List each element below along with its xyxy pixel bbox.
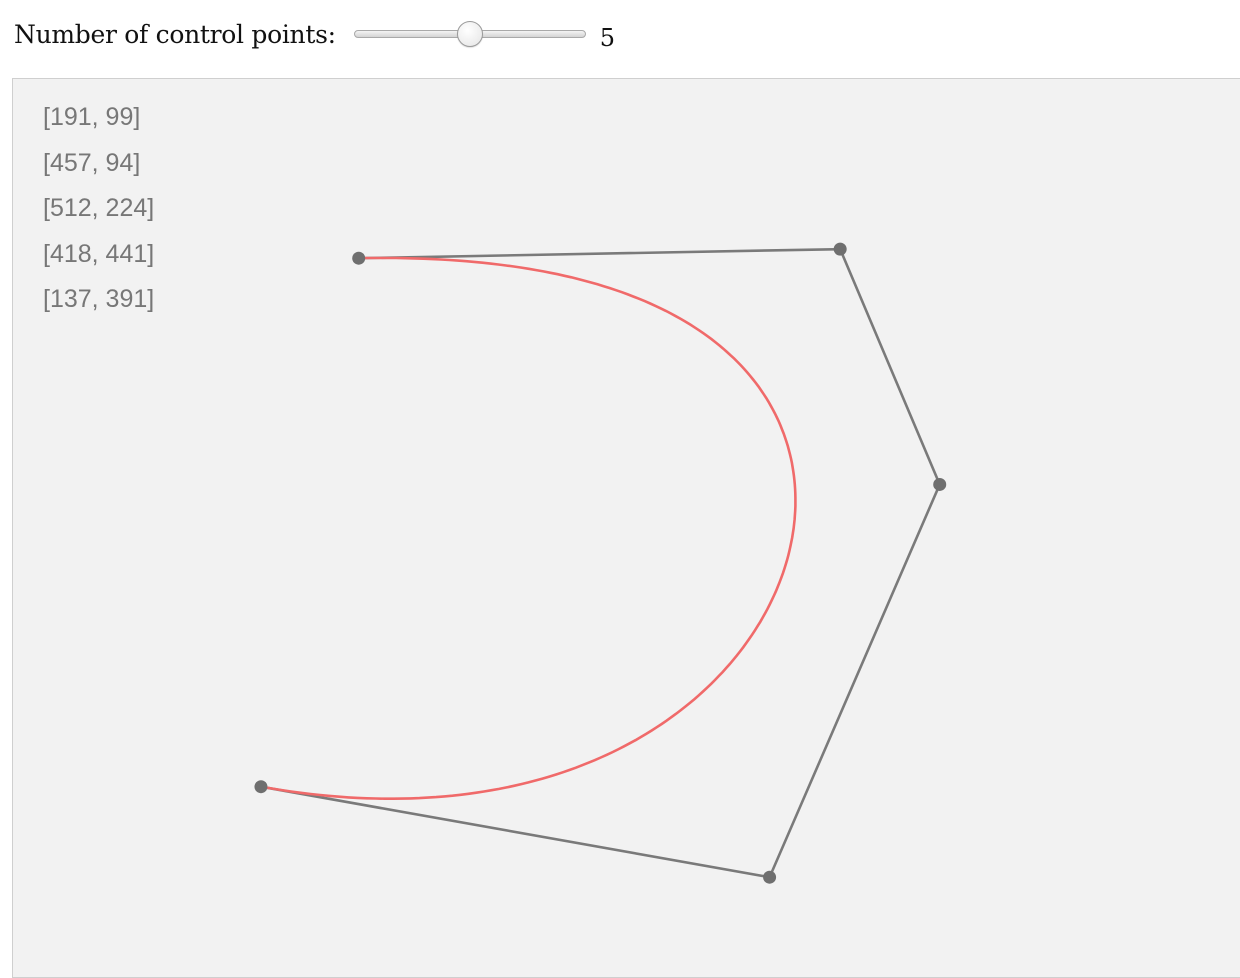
- coordinate-item: [191, 99]: [43, 103, 141, 131]
- control-points-value: 5: [599, 24, 616, 52]
- bezier-curve: [260, 256, 797, 801]
- coordinate-item: [137, 391]: [43, 285, 155, 313]
- control-bar: Number of control points: 5: [14, 14, 615, 54]
- control-point-handle-4[interactable]: [763, 870, 777, 884]
- control-polygon: [260, 247, 942, 879]
- control-point-handle-2[interactable]: [833, 242, 847, 256]
- control-points-label: Number of control points:: [14, 19, 336, 49]
- coordinate-list: [191, 99] [457, 94] [512, 224] [418, 441…: [43, 95, 154, 323]
- slider-thumb[interactable]: [456, 21, 483, 47]
- control-point-handle-1[interactable]: [352, 251, 366, 265]
- control-points-slider[interactable]: [353, 19, 586, 49]
- coordinate-item: [512, 224]: [43, 194, 155, 222]
- control-point-handle-3[interactable]: [933, 477, 947, 491]
- coordinate-item: [457, 94]: [43, 148, 141, 177]
- bezier-plot[interactable]: [13, 79, 1240, 959]
- coordinate-item: [418, 441]: [43, 239, 155, 268]
- control-point-handle-5[interactable]: [254, 780, 268, 794]
- bezier-canvas[interactable]: [191, 99] [457, 94] [512, 224] [418, 441…: [12, 78, 1240, 978]
